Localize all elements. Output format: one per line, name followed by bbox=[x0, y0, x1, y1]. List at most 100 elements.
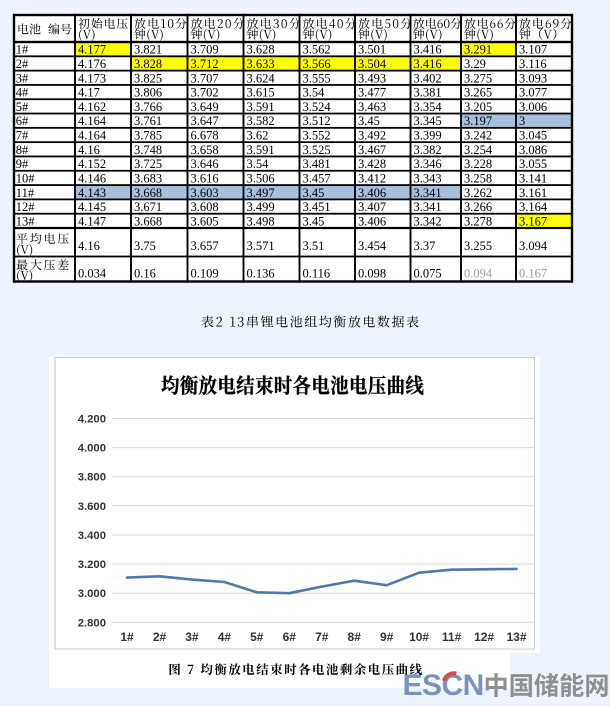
svg-text:3.416: 3.416 bbox=[414, 43, 442, 57]
svg-text:3.451: 3.451 bbox=[303, 200, 331, 214]
svg-text:3.428: 3.428 bbox=[358, 157, 386, 171]
svg-text:3.603: 3.603 bbox=[191, 186, 219, 200]
svg-text:12#: 12# bbox=[16, 200, 36, 214]
svg-text:3.800: 3.800 bbox=[78, 472, 106, 484]
svg-text:7#: 7# bbox=[315, 630, 329, 644]
svg-text:3.457: 3.457 bbox=[303, 172, 331, 186]
svg-text:3.605: 3.605 bbox=[191, 214, 219, 228]
svg-text:13#: 13# bbox=[16, 214, 36, 228]
svg-text:8#: 8# bbox=[348, 630, 362, 644]
svg-text:3.006: 3.006 bbox=[519, 100, 547, 114]
svg-text:3.702: 3.702 bbox=[191, 86, 219, 100]
svg-text:3.552: 3.552 bbox=[303, 129, 331, 143]
svg-text:3#: 3# bbox=[16, 71, 29, 85]
svg-text:5#: 5# bbox=[16, 100, 29, 114]
svg-text:3.477: 3.477 bbox=[358, 86, 386, 100]
svg-text:3.566: 3.566 bbox=[303, 57, 331, 71]
svg-text:3.093: 3.093 bbox=[519, 71, 547, 85]
svg-text:4.173: 4.173 bbox=[78, 71, 106, 85]
svg-text:0.16: 0.16 bbox=[134, 267, 156, 281]
svg-text:3.616: 3.616 bbox=[191, 172, 219, 186]
svg-text:3.600: 3.600 bbox=[78, 501, 106, 513]
svg-text:3.748: 3.748 bbox=[134, 143, 162, 157]
svg-text:1#: 1# bbox=[16, 43, 29, 57]
svg-text:3.278: 3.278 bbox=[464, 214, 492, 228]
svg-text:8#: 8# bbox=[16, 143, 29, 157]
svg-text:3.668: 3.668 bbox=[134, 186, 162, 200]
svg-text:3.29: 3.29 bbox=[464, 57, 486, 71]
svg-text:3.406: 3.406 bbox=[358, 214, 386, 228]
svg-text:3.499: 3.499 bbox=[247, 200, 275, 214]
svg-text:3.481: 3.481 bbox=[303, 157, 331, 171]
svg-text:4.143: 4.143 bbox=[78, 186, 106, 200]
svg-text:3#: 3# bbox=[185, 630, 199, 644]
svg-text:3.045: 3.045 bbox=[519, 129, 547, 143]
svg-text:3.501: 3.501 bbox=[358, 43, 386, 57]
svg-text:3.266: 3.266 bbox=[464, 200, 492, 214]
svg-text:3.628: 3.628 bbox=[247, 43, 275, 57]
svg-text:3.591: 3.591 bbox=[247, 100, 275, 114]
svg-text:3.055: 3.055 bbox=[519, 157, 547, 171]
svg-text:3.492: 3.492 bbox=[358, 129, 386, 143]
svg-text:3.382: 3.382 bbox=[414, 143, 442, 157]
svg-text:3.525: 3.525 bbox=[303, 143, 331, 157]
svg-text:3.45: 3.45 bbox=[358, 114, 380, 128]
svg-text:3.75: 3.75 bbox=[134, 239, 156, 253]
svg-text:3.45: 3.45 bbox=[303, 186, 325, 200]
svg-text:4.164: 4.164 bbox=[78, 129, 107, 143]
svg-text:3.504: 3.504 bbox=[358, 57, 387, 71]
svg-text:3.200: 3.200 bbox=[78, 559, 106, 571]
svg-text:3.463: 3.463 bbox=[358, 100, 386, 114]
svg-text:3.825: 3.825 bbox=[134, 71, 162, 85]
svg-text:4.152: 4.152 bbox=[78, 157, 106, 171]
svg-text:4.16: 4.16 bbox=[78, 143, 100, 157]
svg-text:3.498: 3.498 bbox=[247, 214, 275, 228]
svg-text:3.707: 3.707 bbox=[191, 71, 219, 85]
svg-text:11#: 11# bbox=[16, 186, 35, 200]
svg-text:12#: 12# bbox=[474, 630, 494, 644]
svg-text:3.761: 3.761 bbox=[134, 114, 162, 128]
svg-text:3.649: 3.649 bbox=[191, 100, 219, 114]
svg-text:4#: 4# bbox=[218, 630, 232, 644]
svg-text:3.497: 3.497 bbox=[247, 186, 275, 200]
svg-text:4.176: 4.176 bbox=[78, 57, 106, 71]
svg-text:3.54: 3.54 bbox=[247, 157, 270, 171]
svg-text:3.086: 3.086 bbox=[519, 143, 547, 157]
svg-text:3.343: 3.343 bbox=[414, 172, 442, 186]
svg-text:4.164: 4.164 bbox=[78, 114, 107, 128]
svg-text:4#: 4# bbox=[16, 86, 29, 100]
svg-text:3.671: 3.671 bbox=[134, 200, 162, 214]
svg-text:3.709: 3.709 bbox=[191, 43, 219, 57]
svg-text:2.800: 2.800 bbox=[78, 617, 106, 629]
svg-text:7#: 7# bbox=[16, 129, 29, 143]
svg-text:0.116: 0.116 bbox=[303, 267, 331, 281]
svg-text:3.141: 3.141 bbox=[519, 172, 547, 186]
svg-text:11#: 11# bbox=[442, 630, 462, 644]
svg-text:3.506: 3.506 bbox=[247, 172, 275, 186]
svg-text:3.828: 3.828 bbox=[134, 57, 162, 71]
svg-text:3.582: 3.582 bbox=[247, 114, 275, 128]
svg-text:10#: 10# bbox=[16, 172, 36, 186]
svg-text:3.400: 3.400 bbox=[78, 530, 106, 542]
svg-text:0.098: 0.098 bbox=[358, 267, 386, 281]
svg-text:3.683: 3.683 bbox=[134, 172, 162, 186]
svg-text:3.45: 3.45 bbox=[303, 214, 325, 228]
svg-text:3.116: 3.116 bbox=[519, 57, 547, 71]
svg-text:3.657: 3.657 bbox=[191, 239, 219, 253]
svg-text:3.000: 3.000 bbox=[78, 588, 106, 600]
svg-text:4.200: 4.200 bbox=[78, 414, 106, 426]
svg-text:3.254: 3.254 bbox=[464, 143, 493, 157]
svg-text:3.467: 3.467 bbox=[358, 143, 386, 157]
svg-text:3.164: 3.164 bbox=[519, 200, 548, 214]
svg-text:3.806: 3.806 bbox=[134, 86, 162, 100]
svg-text:3.562: 3.562 bbox=[303, 43, 331, 57]
svg-text:3.571: 3.571 bbox=[247, 239, 275, 253]
svg-text:3.62: 3.62 bbox=[247, 129, 269, 143]
svg-text:3.54: 3.54 bbox=[303, 86, 326, 100]
svg-text:3.275: 3.275 bbox=[464, 71, 492, 85]
svg-text:3.406: 3.406 bbox=[358, 186, 386, 200]
svg-text:3.412: 3.412 bbox=[358, 172, 386, 186]
svg-text:3.524: 3.524 bbox=[303, 100, 332, 114]
svg-text:3.624: 3.624 bbox=[247, 71, 276, 85]
svg-text:3.258: 3.258 bbox=[464, 172, 492, 186]
